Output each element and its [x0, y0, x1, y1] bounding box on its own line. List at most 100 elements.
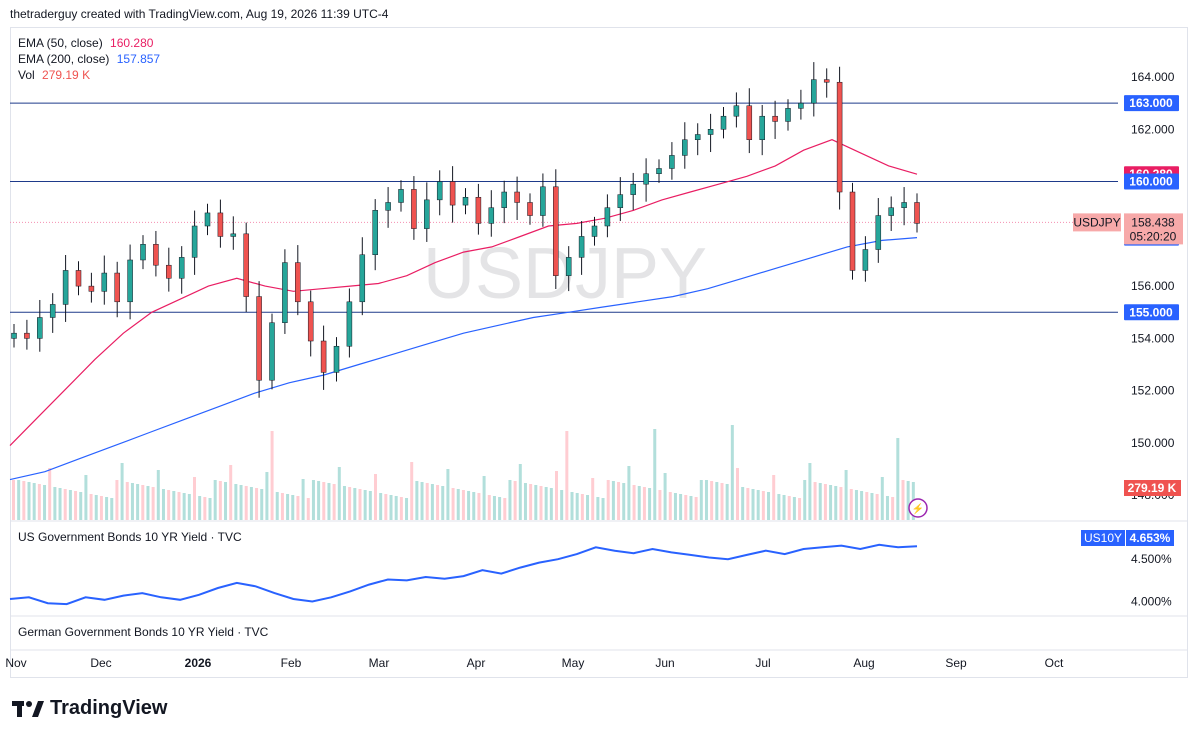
candle-body[interactable] — [604, 207, 611, 227]
watermark-symbol: USDJPY — [423, 234, 707, 314]
candle-body[interactable] — [759, 115, 765, 140]
us10y-value-badge[interactable] — [1126, 530, 1174, 546]
candle-body[interactable] — [11, 332, 17, 339]
candle-body[interactable] — [424, 199, 430, 229]
candle-body[interactable] — [62, 270, 69, 305]
candle-body[interactable] — [565, 257, 572, 276]
price-badge[interactable] — [1124, 95, 1179, 112]
lightning-icon[interactable] — [908, 498, 928, 518]
candle-body[interactable] — [269, 322, 275, 381]
candle-body[interactable] — [591, 225, 598, 237]
volume-bar — [591, 478, 595, 520]
candle-body[interactable] — [217, 212, 224, 237]
candle-body[interactable] — [114, 272, 120, 303]
volume-bar — [425, 483, 429, 520]
ema50-line[interactable] — [9, 139, 918, 447]
candle-body[interactable] — [553, 186, 559, 276]
candle-body[interactable] — [875, 215, 882, 250]
candle-body[interactable] — [462, 196, 469, 206]
candle-body[interactable] — [256, 296, 262, 381]
volume-bar — [663, 473, 667, 520]
volume-legend[interactable]: Vol 279.19 K — [18, 67, 90, 83]
ema200-legend[interactable]: EMA (200, close) 157.857 — [18, 51, 160, 67]
candle-body[interactable] — [656, 168, 662, 174]
candle-body[interactable] — [230, 233, 237, 237]
candle-body[interactable] — [811, 79, 817, 104]
candle-body[interactable] — [733, 105, 740, 117]
volume-bar — [187, 494, 191, 520]
candle-body[interactable] — [475, 196, 482, 224]
candle-body[interactable] — [501, 191, 507, 208]
candle-body[interactable] — [540, 186, 546, 216]
us10y-symbol-badge[interactable] — [1081, 530, 1125, 546]
volume-bar — [177, 492, 181, 520]
tradingview-logo[interactable]: TradingView — [12, 697, 167, 720]
candle-body[interactable] — [630, 183, 636, 195]
candle-body[interactable] — [320, 340, 327, 373]
candle-body[interactable] — [578, 236, 585, 258]
candle-body[interactable] — [243, 233, 249, 297]
candle-body[interactable] — [720, 115, 727, 130]
candle-body[interactable] — [75, 270, 82, 287]
us10y-line[interactable] — [9, 543, 918, 606]
volume-bar — [632, 485, 636, 520]
ema200-line[interactable] — [9, 237, 918, 481]
candle-body[interactable] — [514, 191, 520, 203]
candle-body[interactable] — [191, 225, 198, 258]
chart-frame[interactable] — [10, 27, 1188, 678]
candle-body[interactable] — [372, 210, 378, 256]
candle-body[interactable] — [88, 285, 95, 292]
candle-body[interactable] — [333, 345, 340, 373]
candle-body[interactable] — [901, 202, 907, 208]
candle-body[interactable] — [527, 202, 533, 216]
volume-bar — [627, 466, 631, 520]
price-badge[interactable] — [1124, 304, 1179, 321]
candle-body[interactable] — [862, 249, 869, 271]
candle-body[interactable] — [307, 301, 314, 342]
ema50-legend[interactable]: EMA (50, close) 160.280 — [18, 35, 153, 51]
candle-body[interactable] — [101, 272, 108, 292]
candle-body[interactable] — [282, 262, 288, 323]
candle-body[interactable] — [785, 108, 791, 122]
candle-body[interactable] — [178, 257, 185, 279]
candle-body[interactable] — [204, 212, 211, 227]
candle-body[interactable] — [37, 317, 43, 339]
candle-body[interactable] — [295, 262, 301, 303]
candle-body[interactable] — [798, 102, 804, 109]
candle-body[interactable] — [449, 181, 456, 206]
candle-body[interactable] — [153, 244, 159, 266]
candle-body[interactable] — [694, 134, 701, 140]
last-price-badge[interactable] — [1124, 213, 1183, 245]
symbol-badge[interactable] — [1073, 213, 1121, 232]
candle-body[interactable] — [49, 304, 56, 318]
volume-badge[interactable] — [1124, 480, 1181, 496]
candle-body[interactable] — [888, 207, 894, 216]
candle-body[interactable] — [746, 105, 753, 140]
candle-body[interactable] — [669, 155, 675, 169]
candle-body[interactable] — [359, 254, 366, 303]
time-axis-tick-label: Oct — [1045, 656, 1064, 670]
candle-body[interactable] — [127, 259, 133, 303]
candle-body[interactable] — [772, 115, 778, 122]
candle-body[interactable] — [346, 301, 353, 347]
candle-body[interactable] — [682, 139, 688, 156]
candle-body[interactable] — [488, 207, 495, 224]
candle-body[interactable] — [385, 202, 391, 211]
candle-body[interactable] — [140, 244, 146, 261]
candle-body[interactable] — [836, 81, 843, 193]
candle-body[interactable] — [914, 202, 920, 224]
candle-body[interactable] — [411, 189, 417, 229]
candle-body[interactable] — [617, 194, 624, 208]
candle-body[interactable] — [707, 129, 714, 135]
candle-body[interactable] — [24, 332, 30, 339]
volume-bar — [586, 495, 590, 520]
candle-body[interactable] — [166, 264, 172, 279]
volume-bar — [53, 487, 57, 520]
candle-body[interactable] — [436, 181, 443, 201]
price-badge[interactable] — [1124, 173, 1179, 190]
candle-body[interactable] — [849, 191, 856, 271]
candle-body[interactable] — [823, 79, 830, 83]
candle-body[interactable] — [398, 189, 404, 203]
candle-body[interactable] — [643, 173, 649, 185]
